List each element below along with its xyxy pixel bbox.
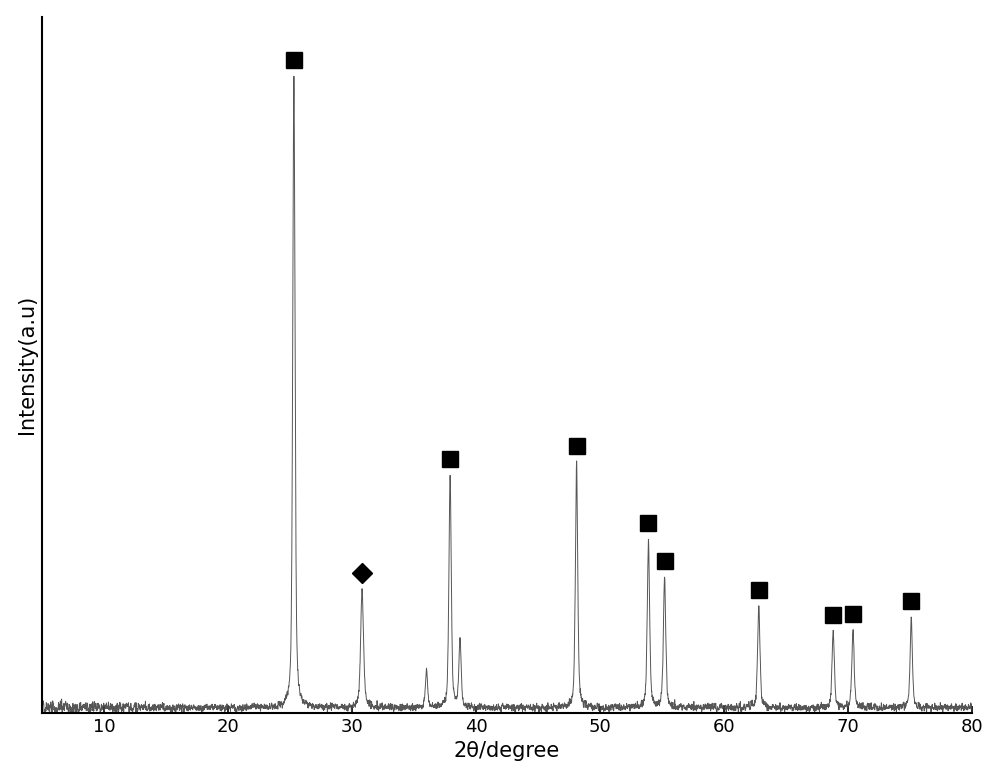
Y-axis label: Intensity(a.u): Intensity(a.u) [17, 295, 37, 434]
X-axis label: 2θ/degree: 2θ/degree [454, 741, 560, 762]
